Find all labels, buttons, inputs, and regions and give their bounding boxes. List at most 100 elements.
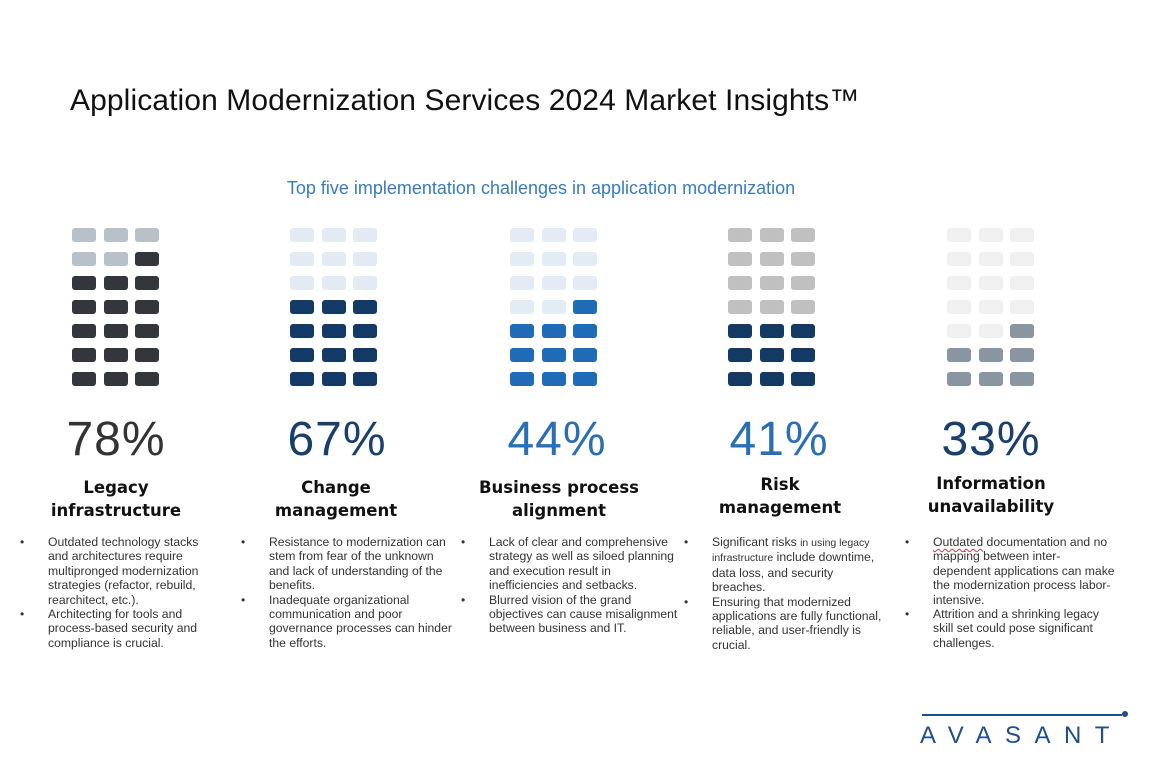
challenge-name: Legacy infrastructure <box>6 476 226 522</box>
waffle-cell-empty <box>947 324 971 338</box>
waffle-cell-filled <box>135 252 159 266</box>
challenge-name-line: Risk <box>760 475 800 494</box>
bullet-item: Lack of clear and comprehensive strategy… <box>461 535 683 593</box>
waffle-cell-empty <box>728 300 752 314</box>
bullet-item: Outdated technology stacks and architect… <box>20 535 220 607</box>
waffle-cell-filled <box>353 324 377 338</box>
waffle-cell-filled <box>947 348 971 362</box>
waffle-cell-filled <box>573 324 597 338</box>
waffle-cell-empty <box>321 276 346 290</box>
waffle-cell-filled <box>1010 324 1034 338</box>
waffle-cell-filled <box>321 300 346 314</box>
waffle-cell-empty <box>978 228 1003 242</box>
bullet-text: documentation and no mapping between int… <box>933 535 1115 607</box>
waffle-grid <box>728 228 815 386</box>
waffle-cell-empty <box>978 300 1003 314</box>
waffle-cell-empty <box>759 252 784 266</box>
waffle-cell-empty <box>759 276 784 290</box>
waffle-cell-filled <box>510 372 534 386</box>
waffle-cell-filled <box>135 348 159 362</box>
waffle-cell-filled <box>103 348 128 362</box>
waffle-grid <box>510 228 597 386</box>
waffle-cell-filled <box>290 324 314 338</box>
waffle-cell-filled <box>728 348 752 362</box>
waffle-cell-empty <box>947 228 971 242</box>
bullet-list: Significant risks in using legacy infras… <box>684 535 890 652</box>
waffle-cell-empty <box>353 252 377 266</box>
bullet-list: Outdated documentation and no mapping be… <box>905 535 1117 650</box>
challenge-name: Change management <box>226 476 446 522</box>
waffle-cell-filled <box>791 348 815 362</box>
waffle-cell-empty <box>978 276 1003 290</box>
bullet-list: Resistance to modernization can stem fro… <box>241 535 453 650</box>
waffle-cell-filled <box>103 324 128 338</box>
bullet-item: Architecting for tools and process-based… <box>20 607 220 650</box>
waffle-cell-empty <box>541 228 566 242</box>
waffle-cell-filled <box>541 324 566 338</box>
waffle-cell-empty <box>791 276 815 290</box>
waffle-cell-filled <box>353 372 377 386</box>
waffle-cell-filled <box>135 300 159 314</box>
waffle-grid <box>72 228 159 386</box>
challenge-name-line: Information <box>936 474 1046 493</box>
bullet-item: Significant risks in using legacy infras… <box>684 535 890 595</box>
waffle-cell-filled <box>353 348 377 362</box>
waffle-cell-filled <box>759 324 784 338</box>
waffle-cell-empty <box>72 228 96 242</box>
bullet-list: Lack of clear and comprehensive strategy… <box>461 535 683 636</box>
waffle-cell-empty <box>978 324 1003 338</box>
waffle-cell-filled <box>290 348 314 362</box>
waffle-cell-empty <box>353 228 377 242</box>
waffle-cell-filled <box>321 372 346 386</box>
waffle-cell-empty <box>72 252 96 266</box>
waffle-cell-filled <box>1010 372 1034 386</box>
waffle-cell-filled <box>321 324 346 338</box>
waffle-cell-filled <box>759 348 784 362</box>
challenge-name-line: Change <box>301 478 371 497</box>
waffle-cell-empty <box>759 300 784 314</box>
waffle-cell-empty <box>947 252 971 266</box>
waffle-cell-filled <box>573 300 597 314</box>
waffle-cell-filled <box>72 300 96 314</box>
waffle-cell-filled <box>728 372 752 386</box>
waffle-cell-empty <box>947 276 971 290</box>
waffle-cell-empty <box>791 300 815 314</box>
waffle-cell-filled <box>573 348 597 362</box>
percent-value: 33% <box>941 413 1041 466</box>
waffle-cell-empty <box>321 252 346 266</box>
bullet-item: Ensuring that modernized applications ar… <box>684 595 890 653</box>
bullet-text: Ensuring that modernized applications ar… <box>712 594 882 652</box>
waffle-cell-filled <box>510 348 534 362</box>
waffle-cell-empty <box>728 276 752 290</box>
waffle-cell-empty <box>321 228 346 242</box>
waffle-cell-filled <box>541 348 566 362</box>
waffle-cell-empty <box>728 228 752 242</box>
challenge-name-line: Business process <box>478 478 640 497</box>
waffle-cell-filled <box>759 372 784 386</box>
waffle-cell-empty <box>1010 276 1034 290</box>
bullet-item: Inadequate organizational communication … <box>241 593 453 651</box>
challenge-name-line: infrastructure <box>50 501 182 520</box>
waffle-cell-filled <box>72 276 96 290</box>
logo-dot <box>1122 711 1128 717</box>
waffle-cell-filled <box>978 348 1003 362</box>
challenge-name: Information unavailability <box>881 472 1101 518</box>
waffle-cell-filled <box>978 372 1003 386</box>
waffle-cell-empty <box>978 252 1003 266</box>
waffle-cell-filled <box>72 324 96 338</box>
waffle-cell-filled <box>103 276 128 290</box>
waffle-cell-empty <box>791 252 815 266</box>
waffle-cell-empty <box>353 276 377 290</box>
percent-value: 44% <box>507 413 607 466</box>
bullet-text: Significant risks <box>712 535 797 549</box>
waffle-cell-empty <box>510 252 534 266</box>
challenge-name-line: management <box>274 501 398 520</box>
avasant-logo: AVASANT <box>920 706 1130 750</box>
waffle-cell-empty <box>510 300 534 314</box>
waffle-cell-filled <box>135 276 159 290</box>
waffle-cell-empty <box>573 252 597 266</box>
percent-value: 67% <box>287 413 387 466</box>
logo-text: AVASANT <box>920 722 1123 749</box>
waffle-cell-filled <box>573 372 597 386</box>
waffle-cell-empty <box>103 228 128 242</box>
